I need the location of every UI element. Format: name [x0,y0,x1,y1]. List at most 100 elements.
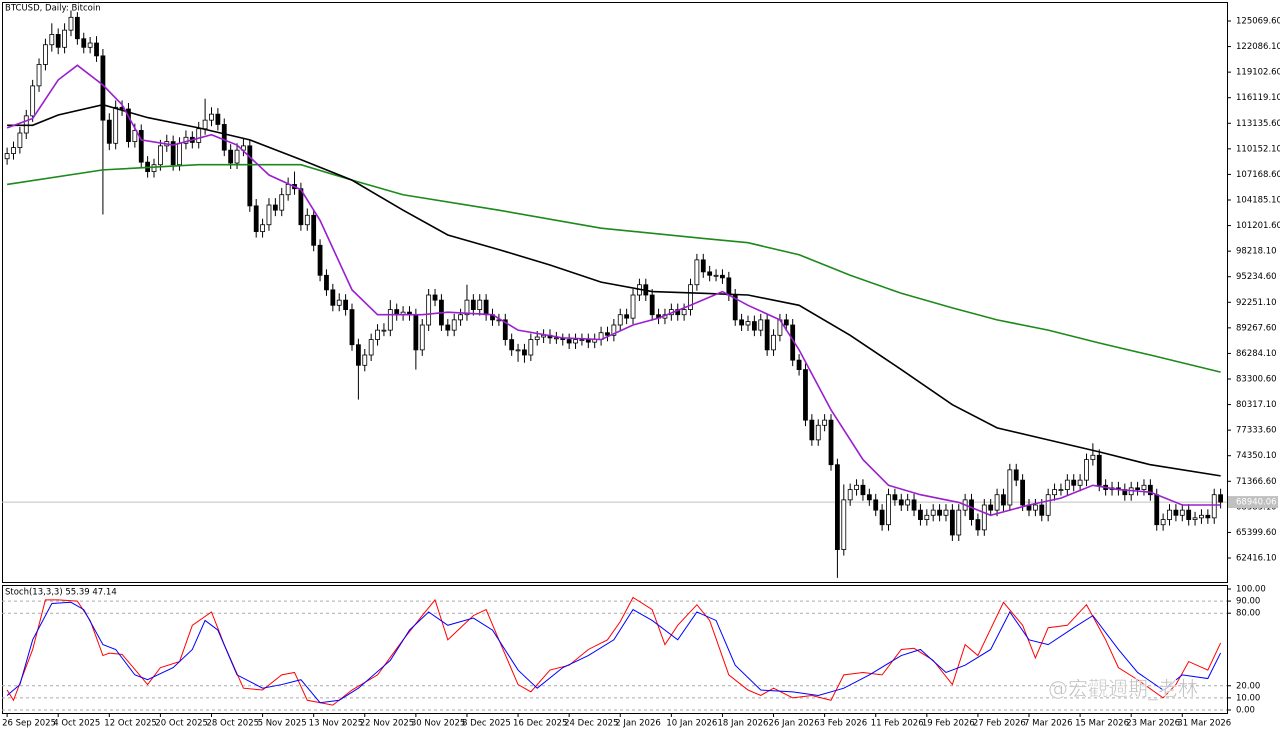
candle-body [311,214,317,246]
candle-body [822,419,828,426]
candle-body [828,419,834,466]
candle-body [151,164,157,172]
candle-body [1173,509,1179,516]
y-tick-label: 20.00 [1236,681,1260,691]
candle-body [362,354,368,366]
candle-body [975,519,981,531]
x-tick-label: 19 Feb 2026 [922,719,975,729]
candle-body [783,319,789,326]
candle-body [847,489,853,501]
candle-body [330,289,336,306]
candle-body [1167,509,1172,520]
candle-body [918,509,923,520]
y-tick-label: 119102.60 [1236,68,1280,78]
x-tick-label: 12 Oct 2025 [104,719,157,729]
x-tick-label: 3 Feb 2026 [820,719,868,729]
candle-body [1032,504,1038,511]
y-tick-label: 86284.10 [1236,349,1277,359]
candle-body [1064,479,1070,490]
candle-body [771,334,776,351]
candle-body [1020,479,1026,506]
candle-body [694,259,700,286]
candle-body [234,149,240,164]
candle-body [1211,494,1217,519]
candle-body [911,499,917,511]
candle-body [375,329,380,340]
candle-body [720,274,725,279]
candle-body [247,145,253,207]
candle-body [1052,489,1057,496]
candle-body [23,115,29,134]
y-tick-label: 89267.60 [1236,323,1277,333]
candle-body [483,299,489,316]
candle-body [11,147,16,154]
candle-body [458,314,463,321]
x-tick-label: 26 Jan 2026 [769,719,820,729]
candle-body [924,514,930,520]
candle-body [202,119,208,130]
candle-body [515,349,521,352]
candle-body [304,214,310,226]
candle-body [445,324,451,331]
candle-body [470,299,476,310]
candle-body [298,188,304,226]
y-tick-label: 107168.60 [1236,170,1280,180]
x-tick-label: 13 Nov 2025 [309,719,363,729]
x-tick-label: 11 Feb 2026 [871,719,924,729]
candle-body [177,142,182,166]
y-tick-label: 110152.10 [1236,144,1280,154]
candle-body [349,309,355,346]
y-tick-label: 65399.60 [1236,528,1277,538]
moving-average [7,103,1221,477]
candle-body [860,484,866,496]
candle-body [355,344,361,366]
x-tick-label: 2 Jan 2026 [615,719,661,729]
candle-body [1186,509,1192,520]
candle-body [106,119,112,144]
candle-body [336,299,342,306]
candle-body [509,339,515,351]
stoch-title: Stoch(13,3,3) 55.39 47.14 [5,588,117,598]
x-tick-label: 22 Nov 2025 [360,719,414,729]
candle-body [751,321,757,331]
x-tick-label: 10 Jan 2026 [666,719,717,729]
candle-body [196,128,202,143]
y-tick-label: 113135.60 [1236,119,1280,129]
candle-body [522,349,527,356]
candle-body [1058,489,1064,491]
candle-body [209,113,214,121]
x-tick-label: 20 Oct 2025 [155,719,208,729]
candle-body [879,509,885,526]
candle-body [803,369,808,421]
candle-body [4,153,10,160]
candle-body [266,204,272,226]
candle-body [324,274,329,291]
y-tick-label: 74350.10 [1236,451,1277,461]
price-tag [1228,496,1278,509]
candle-body [796,359,802,370]
candle-body [1160,519,1166,526]
watermark: @宏觀週期_老林 [1048,677,1198,701]
candle-body [1179,509,1185,516]
x-tick-label: 8 Dec 2025 [462,719,511,729]
candle-body [502,319,508,340]
candle-body [157,145,163,166]
candle-body [809,419,815,441]
y-tick-label: 10.00 [1236,693,1260,703]
candle-body [126,108,131,142]
x-tick-label: 18 Jan 2026 [717,719,768,729]
candle-body [835,464,840,550]
candle-body [170,141,176,166]
candle-body [221,124,227,151]
candle-body [343,299,349,310]
candle-body [432,294,438,301]
candle-body [573,339,578,344]
candle-body [1096,454,1102,486]
x-tick-label: 26 Sep 2025 [2,719,56,729]
candle-body [905,499,911,506]
candle-body [617,314,623,326]
candle-body [368,339,374,356]
candle-body [1090,454,1096,460]
candle-body [1071,479,1077,486]
